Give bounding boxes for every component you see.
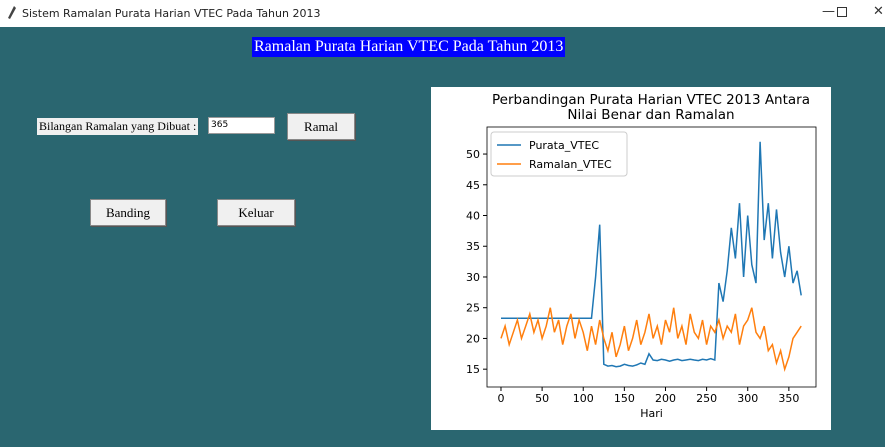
x-axis-label: Hari <box>640 407 663 420</box>
app-icon <box>8 6 16 19</box>
legend-box <box>490 131 628 177</box>
banding-button[interactable]: Banding <box>90 199 166 226</box>
y-tick-label: 25 <box>466 302 480 315</box>
x-tick-label: 250 <box>696 392 717 405</box>
ramal-button[interactable]: Ramal <box>287 113 355 140</box>
input-label: Bilangan Ramalan yang Dibuat : <box>37 118 199 135</box>
heading: Ramalan Purata Harian VTEC Pada Tahun 20… <box>252 37 566 57</box>
legend-label: Ramalan_VTEC <box>529 158 612 171</box>
y-tick-label: 20 <box>466 332 480 345</box>
chart: 0 50 100 150 200 250 300 350 15 20 25 30 35 40 45 50 Har… <box>431 87 831 430</box>
series-line <box>501 141 802 368</box>
chart-title: Perbandingan Purata Harian VTEC 2013 Ant… <box>491 92 811 123</box>
y-tick-label: 15 <box>466 363 480 376</box>
x-tick-label: 100 <box>573 392 594 405</box>
x-tick-label: 300 <box>737 392 758 405</box>
y-tick-label: 40 <box>466 210 480 223</box>
y-tick-label: 50 <box>466 148 480 161</box>
forecast-count-input[interactable]: 365 <box>208 117 275 134</box>
y-tick-label: 45 <box>466 179 480 192</box>
x-tick-label: 200 <box>655 392 676 405</box>
keluar-button[interactable]: Keluar <box>217 199 295 226</box>
maximize-button[interactable] <box>837 6 847 21</box>
close-button[interactable]: ✕ <box>873 4 884 19</box>
y-tick-label: 35 <box>466 240 480 253</box>
x-tick-label: 350 <box>778 392 799 405</box>
x-tick-label: 150 <box>614 392 635 405</box>
title-bar: Sistem Ramalan Purata Harian VTEC Pada T… <box>0 0 885 27</box>
y-tick-label: 30 <box>466 271 480 284</box>
series-line <box>500 307 802 372</box>
minimize-button[interactable]: — <box>822 4 835 19</box>
window-title: Sistem Ramalan Purata Harian VTEC Pada T… <box>22 7 321 20</box>
x-tick-label: 50 <box>535 392 549 405</box>
legend-label: Purata_VTEC <box>529 139 599 152</box>
x-tick-label: 0 <box>497 392 504 405</box>
plot-frame <box>486 126 817 388</box>
